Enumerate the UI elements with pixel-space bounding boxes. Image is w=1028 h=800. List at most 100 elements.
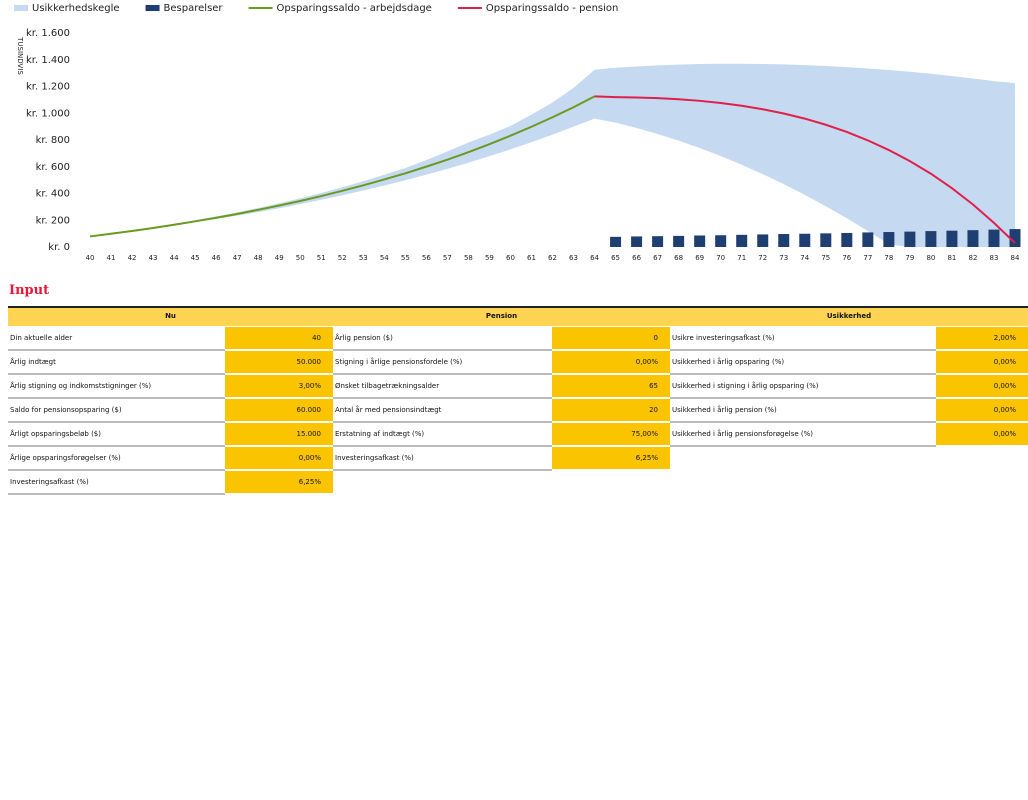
row-value: 0,00% (936, 351, 1028, 373)
x-tick-label: 43 (149, 254, 158, 262)
row-value: 0,00% (936, 423, 1028, 445)
x-tick-label: 47 (233, 254, 242, 262)
row-value: 0,00% (552, 351, 670, 373)
legend-item: Besparelser (145, 3, 224, 14)
uncertainty-band (90, 63, 1015, 248)
row-value: 0 (552, 327, 670, 349)
legend-label: Besparelser (164, 3, 224, 14)
row-label: Stigning i årlige pensionsfordele (%) (333, 351, 552, 375)
legend-item: Opsparingssaldo - pension (457, 3, 618, 14)
x-tick-label: 42 (128, 254, 137, 262)
bar (988, 229, 1000, 247)
row-value: 6,25% (552, 447, 670, 469)
x-tick-label: 40 (86, 254, 95, 262)
bar (799, 233, 811, 247)
bar (883, 232, 895, 247)
y-tick-label: kr. 1.600 (26, 28, 70, 39)
bar (694, 235, 706, 247)
row-label: Årlig indtægt (8, 351, 225, 375)
x-tick-label: 63 (569, 254, 578, 262)
row-label: Investeringsafkast (%) (8, 471, 225, 495)
legend-item: Usikkerhedskegle (14, 3, 120, 14)
bar (1009, 229, 1021, 247)
x-tick-label: 78 (884, 254, 893, 262)
section-header: Usikkerhed (670, 306, 1028, 326)
row-value: 20 (552, 399, 670, 421)
x-tick-label: 82 (968, 254, 977, 262)
row-value: 0,00% (225, 447, 333, 469)
row-value: 0,00% (936, 375, 1028, 397)
row-label: Din aktuelle alder (8, 327, 225, 351)
x-tick-label: 64 (590, 254, 599, 262)
y-tick-label: kr. 1.000 (26, 108, 70, 119)
x-tick-label: 52 (338, 254, 347, 262)
bar (778, 234, 790, 247)
bar (736, 234, 748, 247)
bar (631, 236, 643, 247)
x-tick-label: 76 (842, 254, 851, 262)
row-value: 3,00% (225, 375, 333, 397)
legend-item: Opsparingssaldo - arbejdsdage (248, 3, 432, 14)
row-label: Årlige opsparingsforøgelser (%) (8, 447, 225, 471)
x-tick-label: 49 (275, 254, 284, 262)
x-tick-label: 77 (863, 254, 872, 262)
row-label: Ønsket tilbagetrækningsalder (333, 375, 552, 399)
section-header: Nu (8, 306, 333, 326)
section-header: Pension (333, 306, 670, 326)
row-label: Årlig pension ($) (333, 327, 552, 351)
x-tick-label: 46 (212, 254, 221, 262)
row-value: 2,00% (936, 327, 1028, 349)
row-value: 75,00% (552, 423, 670, 445)
row-label: Usikkerhed i årlig pensionsforøgelse (%) (670, 423, 936, 447)
x-tick-label: 54 (380, 254, 389, 262)
bar (820, 233, 832, 247)
x-tick-label: 48 (254, 254, 263, 262)
x-tick-label: 51 (317, 254, 326, 262)
x-tick-label: 57 (443, 254, 452, 262)
x-tick-label: 69 (695, 254, 704, 262)
x-tick-label: 58 (464, 254, 473, 262)
x-tick-label: 45 (191, 254, 200, 262)
line (89, 95, 596, 238)
x-tick-label: 83 (990, 254, 999, 262)
row-value: 40 (225, 327, 333, 349)
row-label: Antal år med pensionsindtægt (333, 399, 552, 423)
x-tick-label: 56 (422, 254, 431, 262)
y-tick-label: kr. 600 (36, 162, 70, 173)
bar (841, 232, 853, 247)
y-tick-label: kr. 1.200 (26, 82, 70, 93)
x-tick-label: 71 (737, 254, 746, 262)
y-tick-label: kr. 1.400 (26, 55, 70, 66)
legend-label: Usikkerhedskegle (32, 3, 120, 14)
bar (715, 235, 727, 247)
chart: TUSINDVIS kr. 0 kr. 200 kr. 400 kr. 600 kr. … (14, 3, 1021, 262)
row-label: Erstatning af indtægt (%) (333, 423, 552, 447)
row-value: 50.000 (225, 351, 333, 373)
legend-swatch (14, 5, 28, 11)
row-value: 60.000 (225, 399, 333, 421)
line (594, 95, 1016, 244)
legend-label: Opsparingssaldo - arbejdsdage (277, 3, 432, 14)
x-tick-label: 68 (674, 254, 683, 262)
y-tick-label: kr. 400 (36, 189, 70, 200)
input-title: Input (9, 283, 50, 298)
row-label: Årligt opsparingsbeløb ($) (8, 423, 225, 447)
bar (967, 230, 979, 247)
x-tick-label: 81 (947, 254, 956, 262)
x-tick-label: 61 (527, 254, 536, 262)
legend-swatch (145, 5, 160, 11)
x-tick-label: 59 (485, 254, 494, 262)
row-value: 15.000 (225, 423, 333, 445)
y-tick-label: kr. 800 (36, 135, 70, 146)
x-tick-label: 74 (800, 254, 809, 262)
y-tick-label: kr. 200 (36, 215, 70, 226)
bar (946, 230, 958, 247)
row-label: Saldo for pensionsopsparing ($) (8, 399, 225, 423)
x-tick-label: 72 (758, 254, 767, 262)
y-axis-label: TUSINDVIS (16, 36, 24, 75)
y-tick-label: kr. 0 (48, 242, 70, 253)
bar (925, 231, 937, 247)
x-tick-label: 44 (170, 254, 179, 262)
